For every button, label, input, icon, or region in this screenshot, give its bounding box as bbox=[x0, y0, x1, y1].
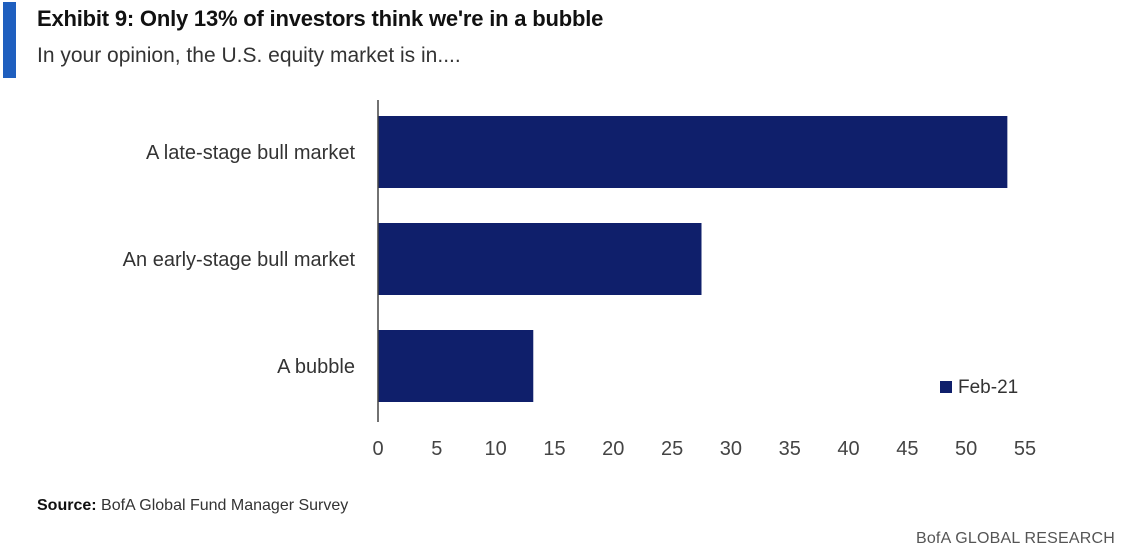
x-tick-labels: 0 5 10 15 20 25 30 35 40 45 50 55 bbox=[372, 438, 1036, 460]
chart-title: Exhibit 9: Only 13% of investors think w… bbox=[37, 6, 604, 31]
x-tick-label: 20 bbox=[602, 438, 624, 460]
legend-swatch bbox=[940, 381, 952, 393]
x-tick-label: 35 bbox=[779, 438, 801, 460]
legend: Feb-21 bbox=[940, 377, 1018, 398]
x-tick-label: 0 bbox=[372, 438, 383, 460]
category-label: An early-stage bull market bbox=[123, 249, 356, 271]
category-label: A bubble bbox=[277, 356, 355, 378]
bar bbox=[378, 330, 534, 402]
x-tick-label: 5 bbox=[431, 438, 442, 460]
x-tick-label: 50 bbox=[955, 438, 977, 460]
category-labels: A late-stage bull market An early-stage b… bbox=[123, 142, 356, 378]
legend-label: Feb-21 bbox=[958, 377, 1018, 398]
chart-subtitle: In your opinion, the U.S. equity market … bbox=[37, 44, 461, 67]
source-note: Source: BofA Global Fund Manager Survey bbox=[37, 497, 348, 515]
source-label: Source: bbox=[37, 497, 97, 514]
x-tick-label: 55 bbox=[1014, 438, 1036, 460]
brand-footer: BofA GLOBAL RESEARCH bbox=[915, 530, 1115, 547]
bar bbox=[378, 223, 702, 295]
x-tick-label: 30 bbox=[720, 438, 742, 460]
bars-group bbox=[378, 116, 1008, 402]
x-tick-label: 40 bbox=[837, 438, 859, 460]
accent-bar bbox=[3, 2, 16, 78]
source-text: BofA Global Fund Manager Survey bbox=[101, 497, 349, 514]
x-tick-label: 10 bbox=[485, 438, 507, 460]
x-tick-label: 45 bbox=[896, 438, 918, 460]
x-tick-label: 25 bbox=[661, 438, 683, 460]
x-tick-label: 15 bbox=[543, 438, 565, 460]
bar bbox=[378, 116, 1008, 188]
category-label: A late-stage bull market bbox=[146, 142, 355, 164]
